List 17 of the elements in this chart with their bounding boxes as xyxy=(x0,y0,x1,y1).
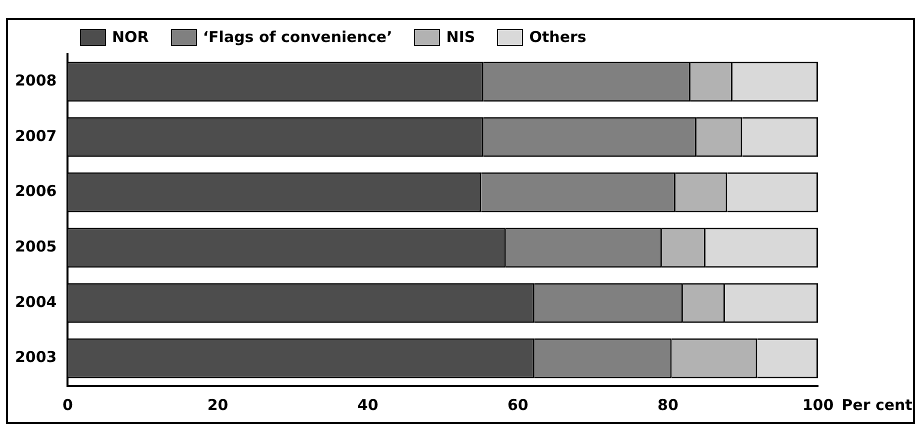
legend-label: NIS xyxy=(446,28,476,46)
y-tick-label: 2005 xyxy=(15,238,57,256)
y-tick-label: 2006 xyxy=(15,182,57,200)
x-axis-title: Per cent xyxy=(842,396,912,414)
y-tick-label: 2008 xyxy=(15,72,57,90)
x-tick-label: 80 xyxy=(658,396,678,414)
y-tick-label: 2004 xyxy=(15,292,57,311)
x-tick-label: 60 xyxy=(507,396,528,414)
legend-label: Others xyxy=(529,28,586,46)
y-tick-label: 2003 xyxy=(15,348,57,366)
y-tick-label: 2007 xyxy=(15,126,57,145)
x-tick-label: 40 xyxy=(357,396,378,414)
legend-label: ‘Flags of convenience’ xyxy=(202,28,392,46)
x-tick-label: 20 xyxy=(207,396,228,414)
series-label: NOR xyxy=(112,28,149,46)
x-tick-label: 100 xyxy=(802,396,834,414)
x-tick-label: 0 xyxy=(62,396,73,414)
